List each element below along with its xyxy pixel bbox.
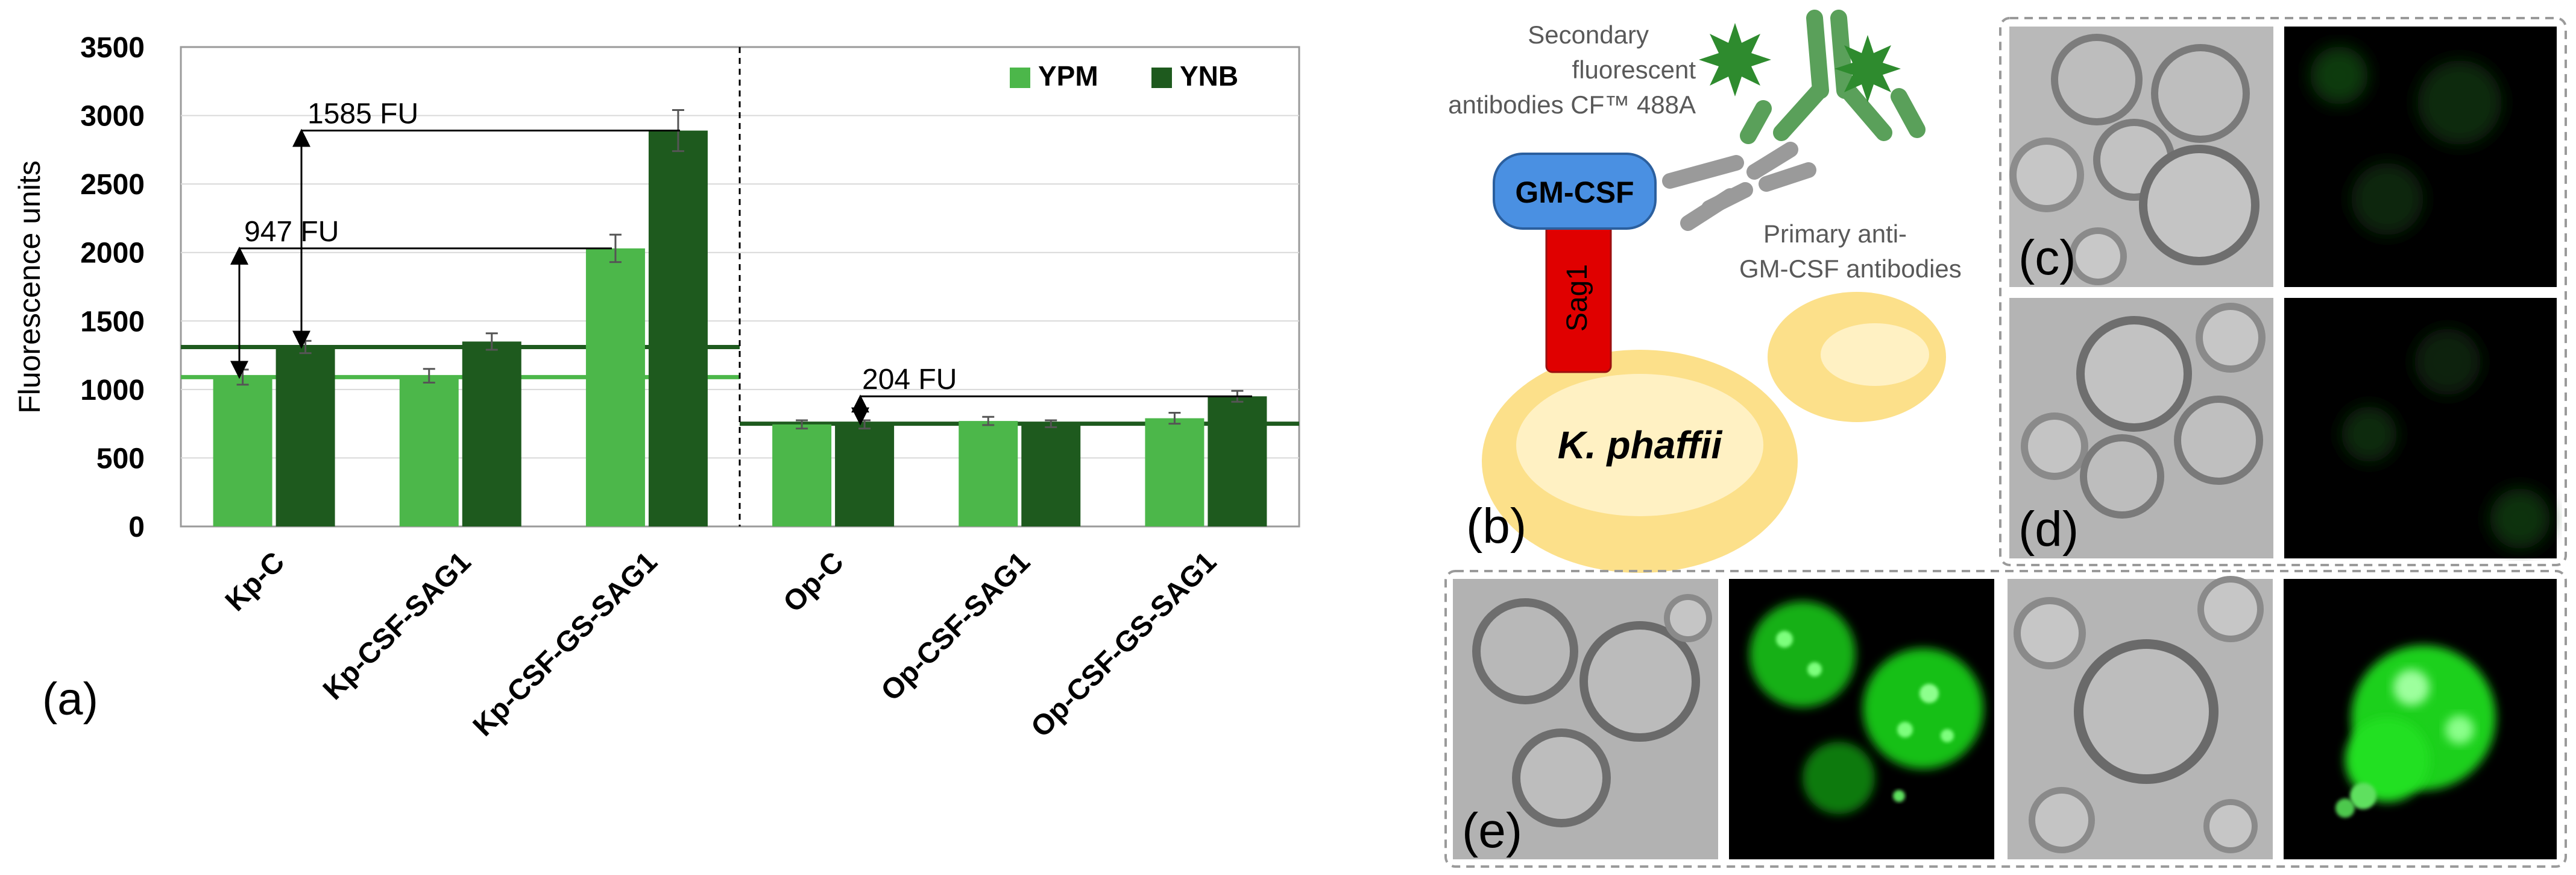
- legend-label-ypm: YPM: [1038, 60, 1098, 92]
- bar-chart: 0 500 1000 1500 2000 2500 3000 3500 Kp-C Kp-CSF-…: [13, 32, 1300, 744]
- bar-ypm-kp-csf-sag1: [399, 376, 459, 526]
- bar-ypm-kp-csf-gs-sag1: [585, 248, 645, 526]
- bar-ynb-op-csf-sag1: [1021, 423, 1081, 526]
- brightfield-image-c: (c): [2009, 27, 2273, 287]
- bar-ypm-op-csf-sag1: [959, 421, 1018, 526]
- bar-ynb-kp-c: [276, 347, 335, 526]
- x-tick-label-kp-csf-sag1: Kp-CSF-SAG1: [317, 546, 477, 706]
- annotation-204-fu: 204 FU: [851, 364, 1252, 426]
- error-bar-ypm-kp-csf-gs-sag1: [609, 233, 622, 264]
- secondary-antibody-icon: [1740, 10, 1926, 144]
- reference-lines: [181, 344, 1299, 426]
- bars: [213, 130, 1267, 527]
- secondary-label-1: Secondary: [1528, 21, 1649, 49]
- frame-e: [1444, 570, 2567, 868]
- annotation-label: 204 FU: [862, 364, 957, 396]
- fluorescence-image-e1: [1729, 579, 1994, 859]
- panel-label-e: (e): [1462, 803, 1522, 858]
- yeast-cell-highlight: [1516, 374, 1763, 516]
- bar-ypm-kp-c: [213, 377, 272, 526]
- error-bar-ypm-op-c: [796, 419, 808, 430]
- bar-ypm-op-c: [772, 424, 832, 526]
- x-tick-label-op-csf-gs-sag1: Op-CSF-GS-SAG1: [1025, 546, 1223, 744]
- annotation-label: 1585 FU: [307, 98, 418, 130]
- y-tick-label: 2000: [80, 238, 145, 270]
- x-tick-label-kp-c: Kp-C: [219, 546, 291, 618]
- fluorescence-image-d: [2284, 298, 2557, 558]
- panel-label-c: (c): [2018, 230, 2076, 285]
- fluorophore-star-icon: [1834, 35, 1901, 103]
- brightfield-image-d: (d): [2009, 298, 2273, 558]
- legend-swatch-ynb: [1151, 68, 1172, 88]
- bar-ynb-kp-csf-sag1: [462, 341, 521, 526]
- primary-antibody-icon: [1662, 142, 1816, 231]
- y-tick-label: 2500: [80, 169, 145, 201]
- fluorescence-image-e2: [2284, 579, 2557, 859]
- panel-label-d: (d): [2018, 502, 2079, 557]
- y-axis-label: Fluorescence units: [13, 160, 46, 414]
- bar-ynb-kp-csf-gs-sag1: [648, 130, 708, 527]
- y-tick-label: 3000: [80, 101, 145, 133]
- x-tick-label-kp-csf-gs-sag1: Kp-CSF-GS-SAG1: [467, 546, 664, 742]
- cell-label: K. phaffii: [1558, 423, 1723, 467]
- legend: YPM YNB: [1010, 60, 1238, 92]
- bar-ypm-op-csf-gs-sag1: [1145, 418, 1205, 526]
- y-tick-label: 1000: [80, 374, 145, 406]
- primary-label-2: GM-CSF antibodies: [1739, 254, 1962, 283]
- fluorophore-star-icon: [1699, 23, 1771, 96]
- annotation-947-fu: 947 FU: [230, 216, 612, 379]
- gmcsf-box: [1493, 153, 1657, 230]
- error-bar-ynb-kp-csf-sag1: [485, 332, 498, 351]
- display-diagram: K. phaffii Sag1 GM-CSF Secondary fluo: [1448, 10, 1962, 573]
- annotations: 947 FU 1585 FU 204 FU: [230, 98, 1252, 426]
- legend-label-ynb: YNB: [1180, 60, 1238, 92]
- error-bar-ypm-op-csf-gs-sag1: [1168, 411, 1181, 425]
- annotation-1585-fu: 1585 FU: [292, 98, 680, 349]
- fluorescence-image-c: [2284, 27, 2557, 287]
- yeast-bud-highlight: [1821, 323, 1929, 386]
- y-tick-label: 1500: [80, 306, 145, 338]
- microscopy-panels: (c) (d): [1444, 17, 2567, 868]
- brightfield-image-e2: [2008, 576, 2273, 859]
- error-bar-ypm-op-csf-sag1: [982, 415, 995, 426]
- x-tick-label-op-c: Op-C: [777, 546, 849, 618]
- bar-ynb-op-c: [835, 424, 895, 526]
- annotation-label: 947 FU: [244, 216, 339, 248]
- bar-ynb-op-csf-gs-sag1: [1208, 396, 1267, 526]
- gmcsf-label: GM-CSF: [1515, 175, 1634, 209]
- error-bar-ynb-op-csf-sag1: [1045, 419, 1057, 428]
- frame-cd: [1999, 17, 2567, 566]
- y-tick-label: 3500: [80, 32, 145, 64]
- y-tick-labels: 0 500 1000 1500 2000 2500 3000 3500: [80, 32, 145, 543]
- secondary-label-3: antibodies CF™ 488A: [1448, 90, 1696, 119]
- panel-label-b: (b): [1466, 499, 1526, 554]
- sag1-label: Sag1: [1561, 264, 1593, 332]
- y-tick-label: 0: [128, 511, 145, 543]
- primary-label-1: Primary anti-: [1763, 220, 1907, 248]
- secondary-label-2: fluorescent: [1572, 55, 1696, 84]
- y-tick-label: 500: [96, 443, 145, 475]
- panel-label-a: (a): [42, 674, 98, 725]
- error-bar-ypm-kp-csf-sag1: [423, 368, 435, 384]
- x-tick-label-op-csf-sag1: Op-CSF-SAG1: [875, 546, 1036, 707]
- legend-swatch-ypm: [1010, 68, 1030, 88]
- brightfield-image-e1: (e): [1453, 579, 1718, 859]
